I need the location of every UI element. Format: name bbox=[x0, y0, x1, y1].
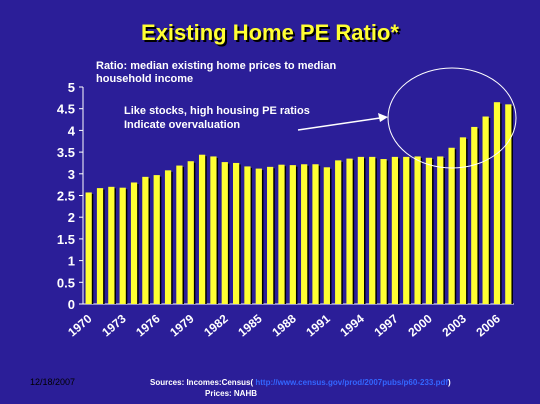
bar-1971 bbox=[96, 188, 104, 304]
bar-1980 bbox=[198, 154, 206, 304]
x-tick-label: 1976 bbox=[133, 311, 163, 339]
bar-1974 bbox=[130, 182, 138, 304]
x-tick-label: 1973 bbox=[99, 311, 129, 339]
bar-2005 bbox=[482, 116, 489, 305]
sources-line: Sources: Incomes:Census( http://www.cens… bbox=[150, 378, 451, 387]
bar-1973 bbox=[119, 187, 126, 304]
x-tick-label: 1994 bbox=[337, 311, 367, 339]
x-tick-label: 2006 bbox=[473, 311, 503, 339]
y-tick-label: 4.5 bbox=[57, 102, 75, 117]
bar-1981 bbox=[210, 156, 217, 304]
bar-1977 bbox=[164, 170, 172, 304]
bar-2007 bbox=[505, 104, 512, 304]
bar-1986 bbox=[267, 166, 274, 304]
y-tick-label: 0.5 bbox=[57, 275, 75, 290]
bar-1984 bbox=[244, 166, 251, 304]
chart-subtitle: Ratio: median existing home prices to me… bbox=[96, 60, 337, 85]
y-tick-label: 3 bbox=[68, 167, 75, 182]
bar-2006 bbox=[493, 102, 501, 304]
prices-source: Prices: NAHB bbox=[205, 389, 258, 398]
bar-1995 bbox=[369, 156, 376, 304]
sources-link[interactable]: http://www.census.gov/prod/2007pubs/p60 bbox=[255, 378, 418, 387]
x-tick-label: 1970 bbox=[65, 311, 95, 339]
x-tick-label: 2000 bbox=[405, 311, 435, 339]
x-tick-label: 1979 bbox=[167, 311, 197, 339]
annotation-text: Like stocks, high housing PE ratios Indi… bbox=[124, 104, 384, 132]
bar-1987 bbox=[278, 164, 285, 304]
bar-1993 bbox=[346, 158, 353, 304]
y-tick-label: 1 bbox=[68, 254, 75, 269]
y-tick-label: 0 bbox=[68, 297, 75, 312]
callout-arrow-line bbox=[297, 117, 381, 131]
bar-1979 bbox=[187, 161, 194, 304]
x-tick-label: 1988 bbox=[269, 311, 299, 339]
bar-1999 bbox=[414, 156, 421, 304]
x-tick-label: 1991 bbox=[303, 311, 333, 339]
bar-2002 bbox=[448, 147, 455, 304]
bar-1982 bbox=[221, 162, 228, 304]
x-tick-label: 1982 bbox=[201, 311, 231, 339]
bar-2000 bbox=[425, 157, 433, 304]
bar-1988 bbox=[289, 165, 296, 304]
date-stamp: 12/18/2007 bbox=[30, 377, 76, 387]
bar-2003 bbox=[459, 137, 467, 304]
x-tick-label: 2003 bbox=[439, 311, 469, 339]
y-tick-label: 5 bbox=[68, 80, 75, 95]
y-tick-label: 2 bbox=[68, 210, 75, 225]
callout-ellipse bbox=[387, 67, 517, 169]
y-tick-label: 1.5 bbox=[57, 232, 75, 247]
callout-arrowhead bbox=[378, 113, 388, 122]
bar-1985 bbox=[255, 168, 262, 304]
page-title: Existing Home PE Ratio* bbox=[141, 20, 399, 45]
annotation-line-1: Like stocks, high housing PE ratios bbox=[124, 105, 310, 117]
bar-1975 bbox=[142, 176, 149, 304]
bar-1990 bbox=[312, 164, 319, 304]
sources-link-2[interactable]: -233.pdf bbox=[417, 378, 448, 387]
x-tick-label: 1997 bbox=[371, 311, 401, 339]
bar-1989 bbox=[301, 164, 308, 304]
bar-1996 bbox=[380, 159, 387, 304]
bar-1991 bbox=[323, 167, 330, 304]
bar-1970 bbox=[85, 192, 92, 304]
bar-1994 bbox=[357, 156, 365, 304]
bar-1998 bbox=[403, 156, 410, 304]
bar-2004 bbox=[471, 126, 478, 304]
bar-1978 bbox=[176, 165, 183, 304]
x-tick-label: 1985 bbox=[235, 311, 265, 339]
y-tick-label: 2.5 bbox=[57, 189, 75, 204]
bar-1972 bbox=[108, 186, 115, 304]
annotation-line-2: Indicate overvaluation bbox=[124, 119, 241, 131]
bar-1983 bbox=[232, 162, 240, 304]
y-tick-label: 4 bbox=[68, 123, 76, 138]
sources-prefix: Sources: Incomes:Census( bbox=[150, 378, 254, 387]
bar-1997 bbox=[391, 156, 399, 304]
bar-2001 bbox=[437, 156, 444, 304]
bar-1976 bbox=[153, 175, 160, 304]
sources-suffix: ) bbox=[448, 378, 451, 387]
y-tick-label: 3.5 bbox=[57, 145, 75, 160]
bar-1992 bbox=[335, 160, 342, 304]
